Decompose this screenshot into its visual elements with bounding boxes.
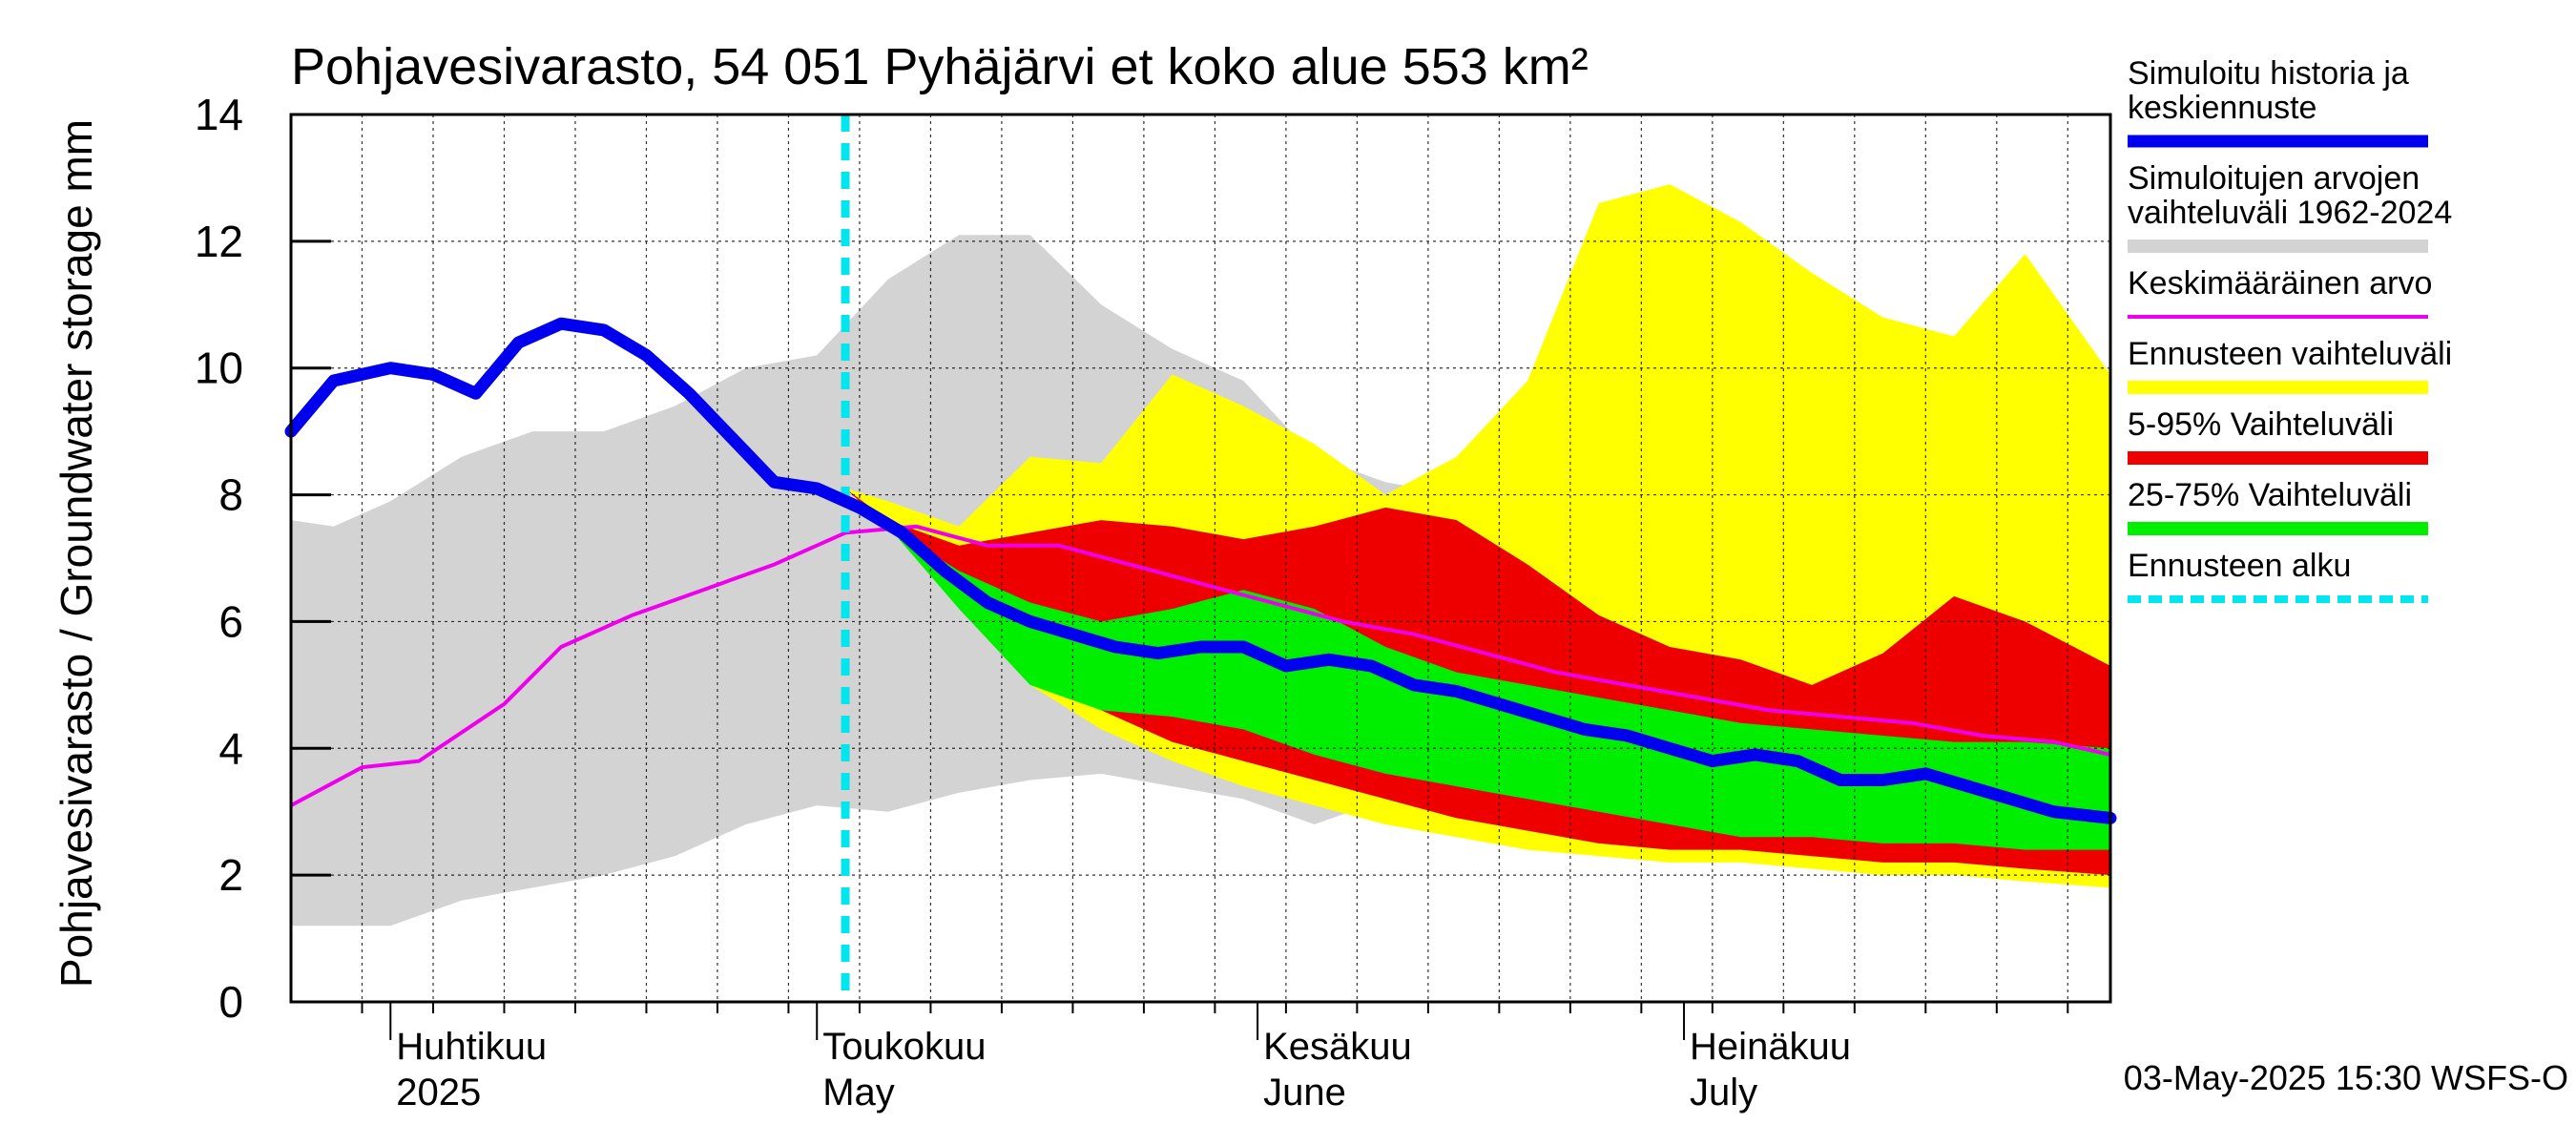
- legend-label: Ennusteen alku: [2128, 548, 2351, 584]
- y-tick-label: 14: [195, 90, 243, 139]
- plot-frame: [289, 113, 2112, 1004]
- simulated-line: [284, 317, 2117, 824]
- month-label: Toukokuu: [822, 1026, 986, 1068]
- mean-line: [290, 524, 2111, 807]
- legend-label: Ennusteen vaihteluväli: [2128, 336, 2452, 372]
- legend-label: Keskimääräinen arvo: [2128, 265, 2432, 302]
- y-tick-label: 2: [218, 850, 243, 900]
- month-label-secondary: 2025: [396, 1072, 481, 1114]
- y-tick-label: 4: [218, 723, 243, 773]
- y-tick-label: 12: [195, 217, 243, 266]
- month-label-secondary: June: [1263, 1072, 1346, 1114]
- y-tick-label: 8: [218, 470, 243, 520]
- y-tick-label: 10: [195, 344, 243, 393]
- legend-label: vaihteluväli 1962-2024: [2128, 195, 2452, 231]
- y-tick-label: 6: [218, 596, 243, 646]
- legend-label: keskiennuste: [2128, 90, 2316, 126]
- legend-label: Simuloitu historia ja: [2128, 55, 2409, 92]
- legend-label: Simuloitujen arvojen: [2128, 160, 2420, 197]
- legend-label: 25-75% Vaihteluväli: [2128, 477, 2412, 513]
- month-label-secondary: May: [822, 1072, 895, 1114]
- month-label-secondary: July: [1690, 1072, 1757, 1114]
- y-axis-label: Pohjavesivarasto / Groundwater storage m…: [52, 119, 101, 988]
- month-label: Heinäkuu: [1690, 1026, 1851, 1068]
- month-label: Huhtikuu: [396, 1026, 547, 1068]
- footer-timestamp: 03-May-2025 15:30 WSFS-O: [2124, 1058, 2568, 1097]
- chart-title: Pohjavesivarasto, 54 051 Pyhäjärvi et ko…: [291, 38, 1589, 95]
- grid-layer: [291, 114, 2110, 1002]
- month-label: Kesäkuu: [1263, 1026, 1412, 1068]
- y-tick-label: 0: [218, 977, 243, 1027]
- line-layer: [284, 114, 2117, 1002]
- legend-label: 5-95% Vaihteluväli: [2128, 406, 2394, 443]
